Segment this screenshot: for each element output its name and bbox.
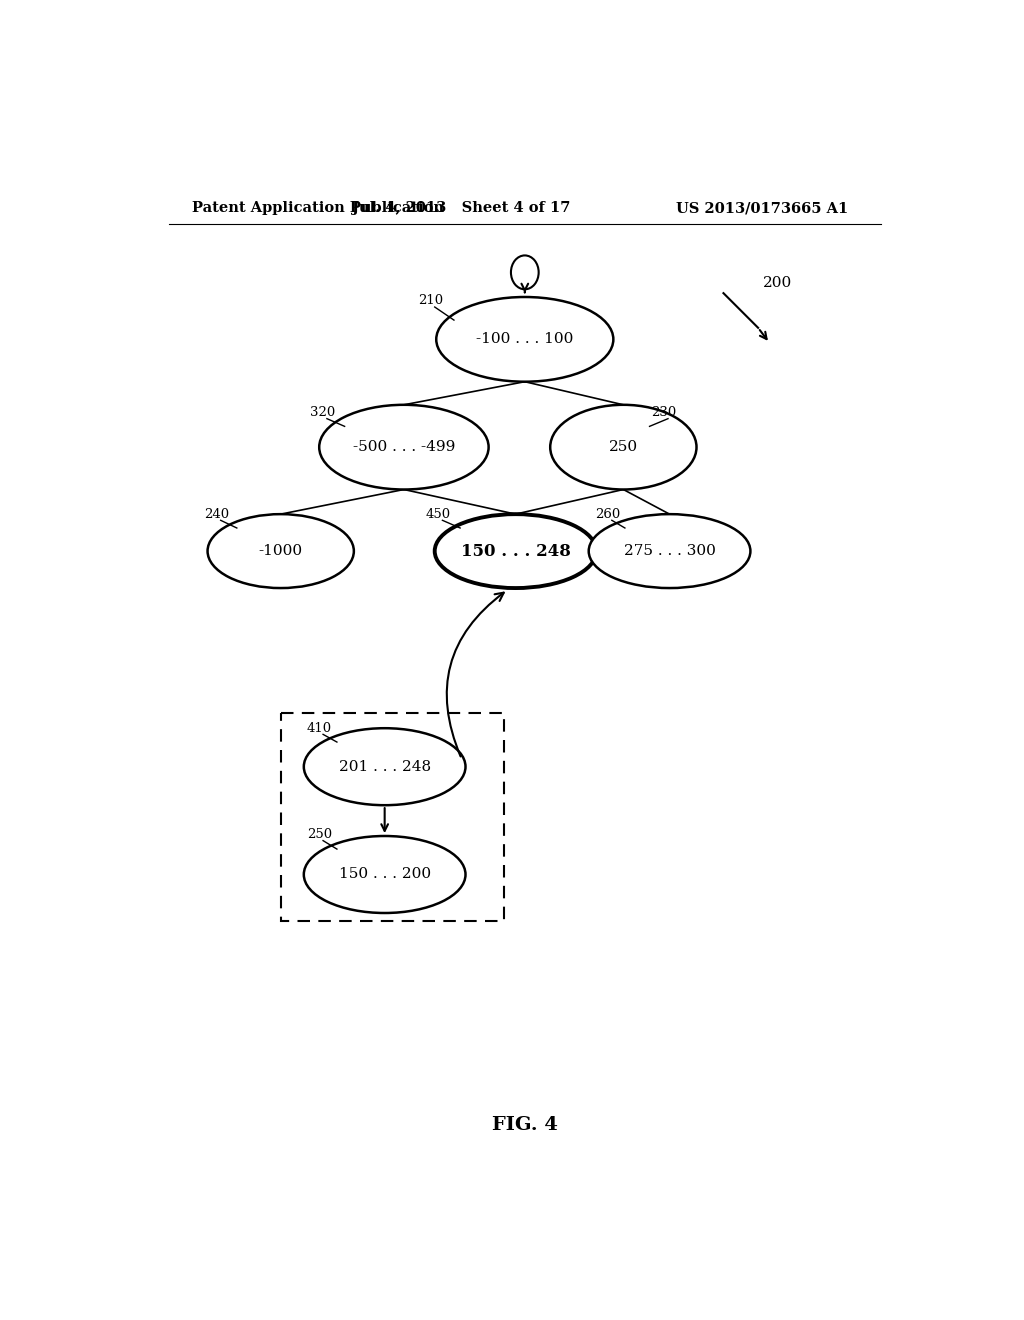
Ellipse shape	[550, 405, 696, 490]
Text: US 2013/0173665 A1: US 2013/0173665 A1	[676, 202, 848, 215]
Text: Patent Application Publication: Patent Application Publication	[193, 202, 444, 215]
Ellipse shape	[319, 405, 488, 490]
Text: 450: 450	[426, 508, 452, 520]
Text: Jul. 4, 2013   Sheet 4 of 17: Jul. 4, 2013 Sheet 4 of 17	[352, 202, 570, 215]
Text: 150 . . . 248: 150 . . . 248	[461, 543, 570, 560]
Text: -500 . . . -499: -500 . . . -499	[352, 440, 455, 454]
Text: 210: 210	[418, 294, 443, 308]
Text: 230: 230	[651, 407, 677, 418]
Text: 250: 250	[306, 828, 332, 841]
Text: 410: 410	[306, 722, 332, 735]
Text: 201 . . . 248: 201 . . . 248	[339, 760, 431, 774]
Text: -1000: -1000	[259, 544, 303, 558]
Ellipse shape	[435, 513, 596, 589]
Ellipse shape	[208, 513, 354, 589]
Text: 150 . . . 200: 150 . . . 200	[339, 867, 431, 882]
Text: 240: 240	[204, 508, 229, 520]
Text: 200: 200	[763, 276, 792, 290]
FancyArrowPatch shape	[446, 593, 504, 756]
Text: 275 . . . 300: 275 . . . 300	[624, 544, 716, 558]
Text: -100 . . . 100: -100 . . . 100	[476, 333, 573, 346]
Text: 250: 250	[609, 440, 638, 454]
Ellipse shape	[436, 297, 613, 381]
Ellipse shape	[589, 513, 751, 589]
Ellipse shape	[304, 729, 466, 805]
Ellipse shape	[304, 836, 466, 913]
Text: FIG. 4: FIG. 4	[492, 1115, 558, 1134]
Text: 320: 320	[310, 407, 336, 418]
Text: 260: 260	[595, 508, 621, 520]
